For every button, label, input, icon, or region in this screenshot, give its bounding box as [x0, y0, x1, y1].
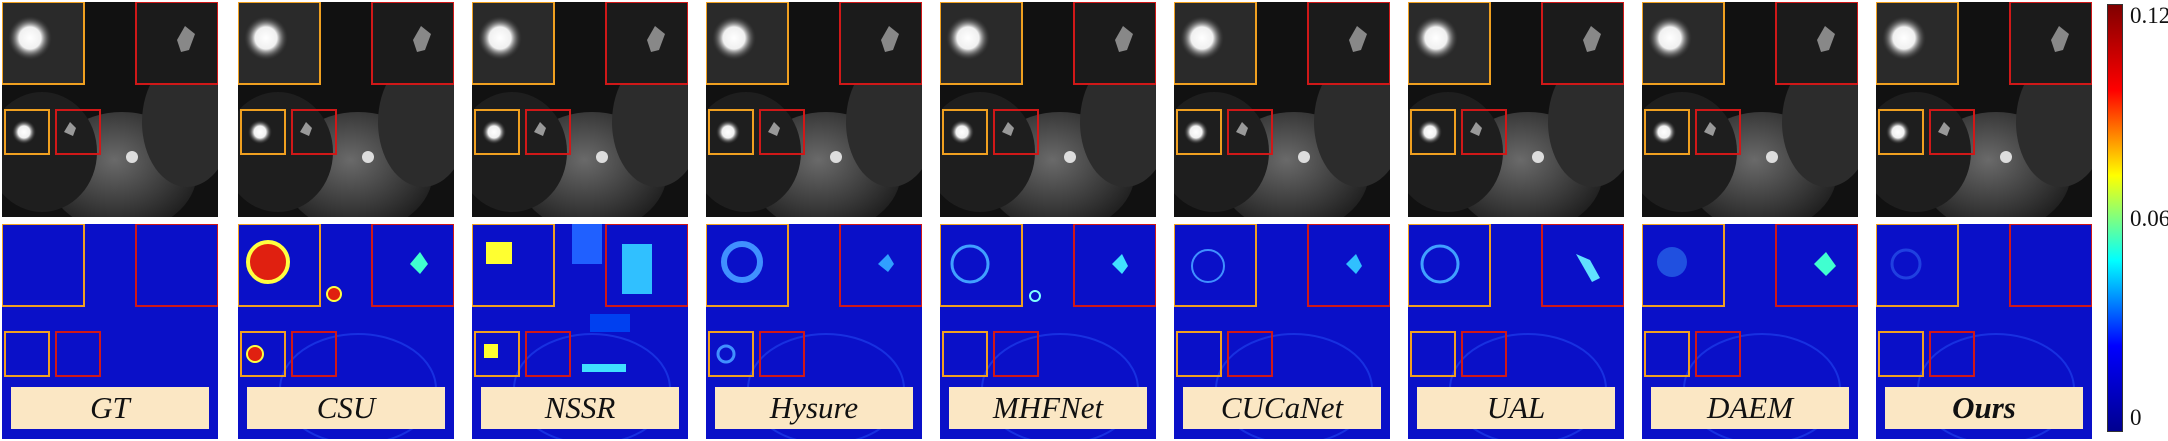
- method-column: Ours: [1876, 2, 2092, 439]
- method-label: MHFNet: [949, 387, 1147, 429]
- colorbar-tick-mid: 0.06: [2130, 206, 2168, 231]
- reconstruction-image: [1876, 2, 2092, 217]
- method-column: Hysure: [706, 2, 922, 439]
- method-label: CSU: [247, 387, 445, 429]
- method-column: DAEM: [1642, 2, 1858, 439]
- method-column: CSU: [238, 2, 454, 439]
- method-column: MHFNet: [940, 2, 1156, 439]
- reconstruction-image: [1642, 2, 1858, 217]
- method-column: NSSR: [472, 2, 688, 439]
- method-label: CUCaNet: [1183, 387, 1381, 429]
- method-label: Hysure: [715, 387, 913, 429]
- method-label: NSSR: [481, 387, 679, 429]
- reconstruction-image: [472, 2, 688, 217]
- reconstruction-image: [940, 2, 1156, 217]
- reconstruction-image: [2, 2, 218, 217]
- reconstruction-image: [1174, 2, 1390, 217]
- method-label: DAEM: [1651, 387, 1849, 429]
- error-colorbar: [2107, 4, 2123, 432]
- method-column: CUCaNet: [1174, 2, 1390, 439]
- reconstruction-image: [706, 2, 922, 217]
- reconstruction-image: [238, 2, 454, 217]
- colorbar-tick-min: 0: [2130, 405, 2142, 430]
- method-column: UAL: [1408, 2, 1624, 439]
- colorbar-tick-max: 0.12: [2130, 3, 2168, 28]
- method-label: GT: [11, 387, 209, 429]
- method-label: UAL: [1417, 387, 1615, 429]
- reconstruction-image: [1408, 2, 1624, 217]
- method-column: GT: [2, 2, 218, 439]
- method-label: Ours: [1885, 387, 2083, 429]
